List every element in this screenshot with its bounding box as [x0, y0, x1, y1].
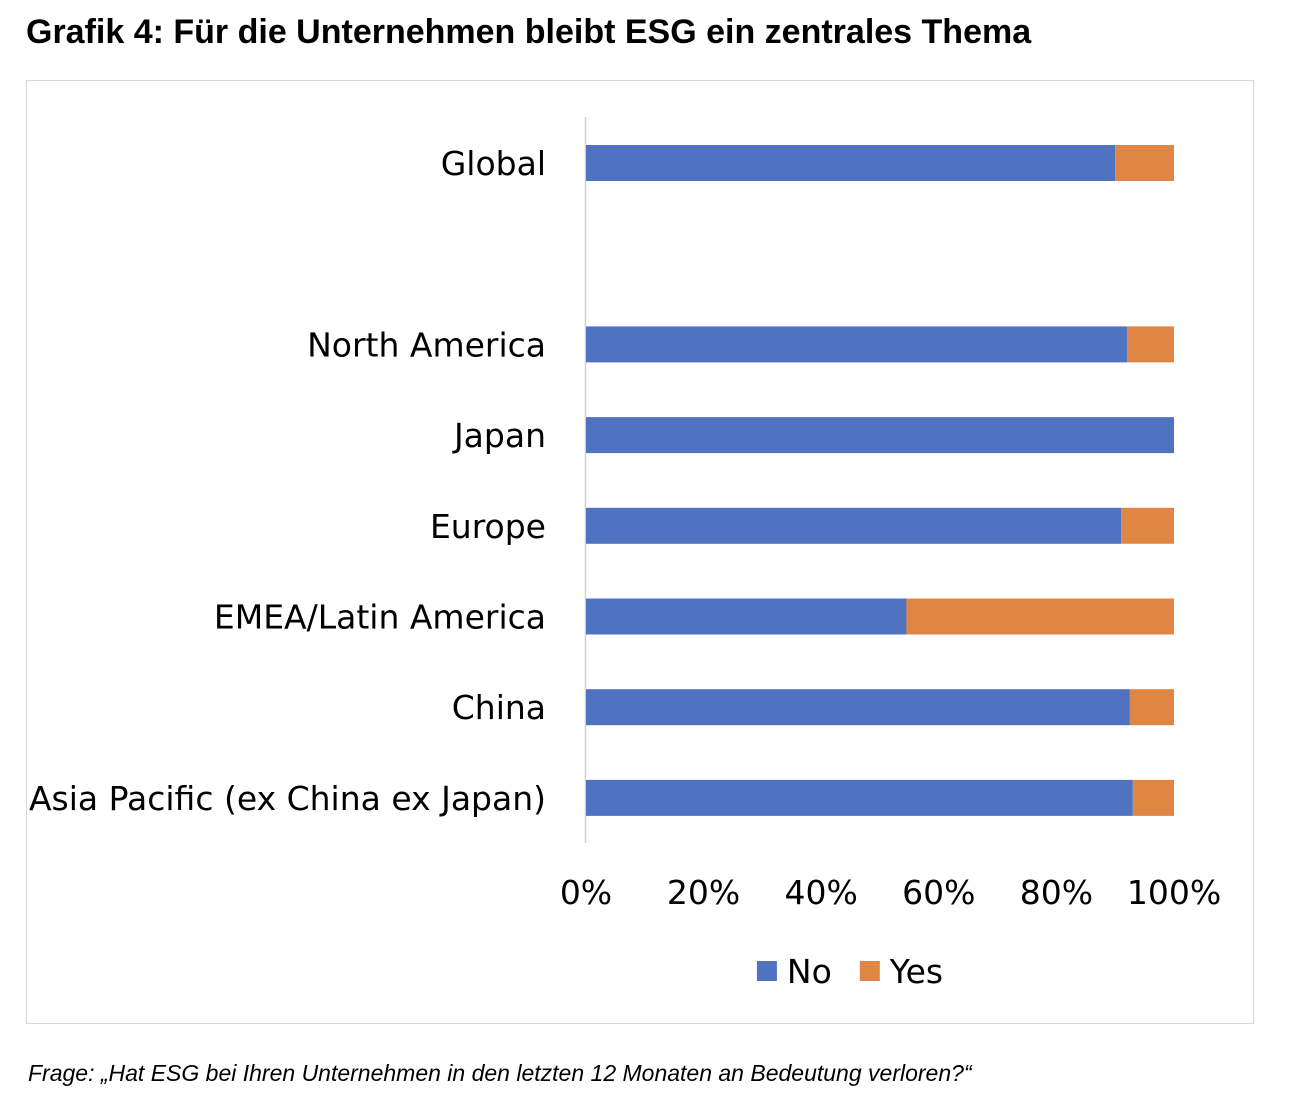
x-tick-label-0pct: 0%	[560, 873, 612, 912]
x-tick-label-80pct: 80%	[1020, 873, 1093, 912]
legend-label-yes: Yes	[889, 952, 943, 991]
bar-yes-asia-pacific-ex-china-ex-japan	[1132, 779, 1174, 816]
bar-no-china	[586, 689, 1130, 726]
category-label-global: Global	[441, 144, 546, 183]
bar-chart: Global North America Japan Europe EMEA/Latin…	[29, 117, 1221, 991]
legend-swatch-yes	[859, 961, 880, 981]
bar-yes-europe	[1121, 507, 1174, 544]
bar-no-europe	[586, 507, 1122, 544]
bar-yes-north-america	[1126, 326, 1174, 363]
x-tick-label-40pct: 40%	[785, 873, 858, 912]
category-label-japan: Japan	[452, 416, 546, 455]
category-label-china: China	[452, 688, 546, 727]
bar-no-emea-latin-america	[586, 598, 907, 635]
legend-label-no: No	[787, 952, 832, 991]
x-tick-label-20pct: 20%	[667, 873, 740, 912]
bar-no-north-america	[586, 326, 1127, 363]
category-label-emea-latin-america: EMEA/Latin America	[214, 598, 546, 637]
bar-no-asia-pacific-ex-china-ex-japan	[586, 779, 1133, 816]
category-label-north-america: North America	[307, 325, 546, 364]
bar-no-global	[586, 145, 1116, 181]
x-tick-label-60pct: 60%	[902, 873, 975, 912]
chart-title: Grafik 4: Für die Unternehmen bleibt ESG…	[26, 13, 1032, 51]
bar-yes-emea-latin-america	[906, 598, 1174, 635]
bar-yes-global	[1115, 145, 1174, 181]
legend-swatch-no	[756, 961, 777, 981]
category-label-europe: Europe	[430, 507, 546, 546]
bar-yes-china	[1129, 689, 1174, 726]
x-tick-label-100pct: 100%	[1127, 873, 1221, 912]
category-label-asia-pacific-ex-china-ex-japan: Asia Pacific (ex China ex Japan)	[29, 779, 546, 818]
footnote: Frage: „Hat ESG bei Ihren Unternehmen in…	[28, 1060, 972, 1086]
chart-frame: Global North America Japan Europe EMEA/Latin…	[26, 80, 1254, 1024]
bar-no-japan	[586, 417, 1174, 454]
